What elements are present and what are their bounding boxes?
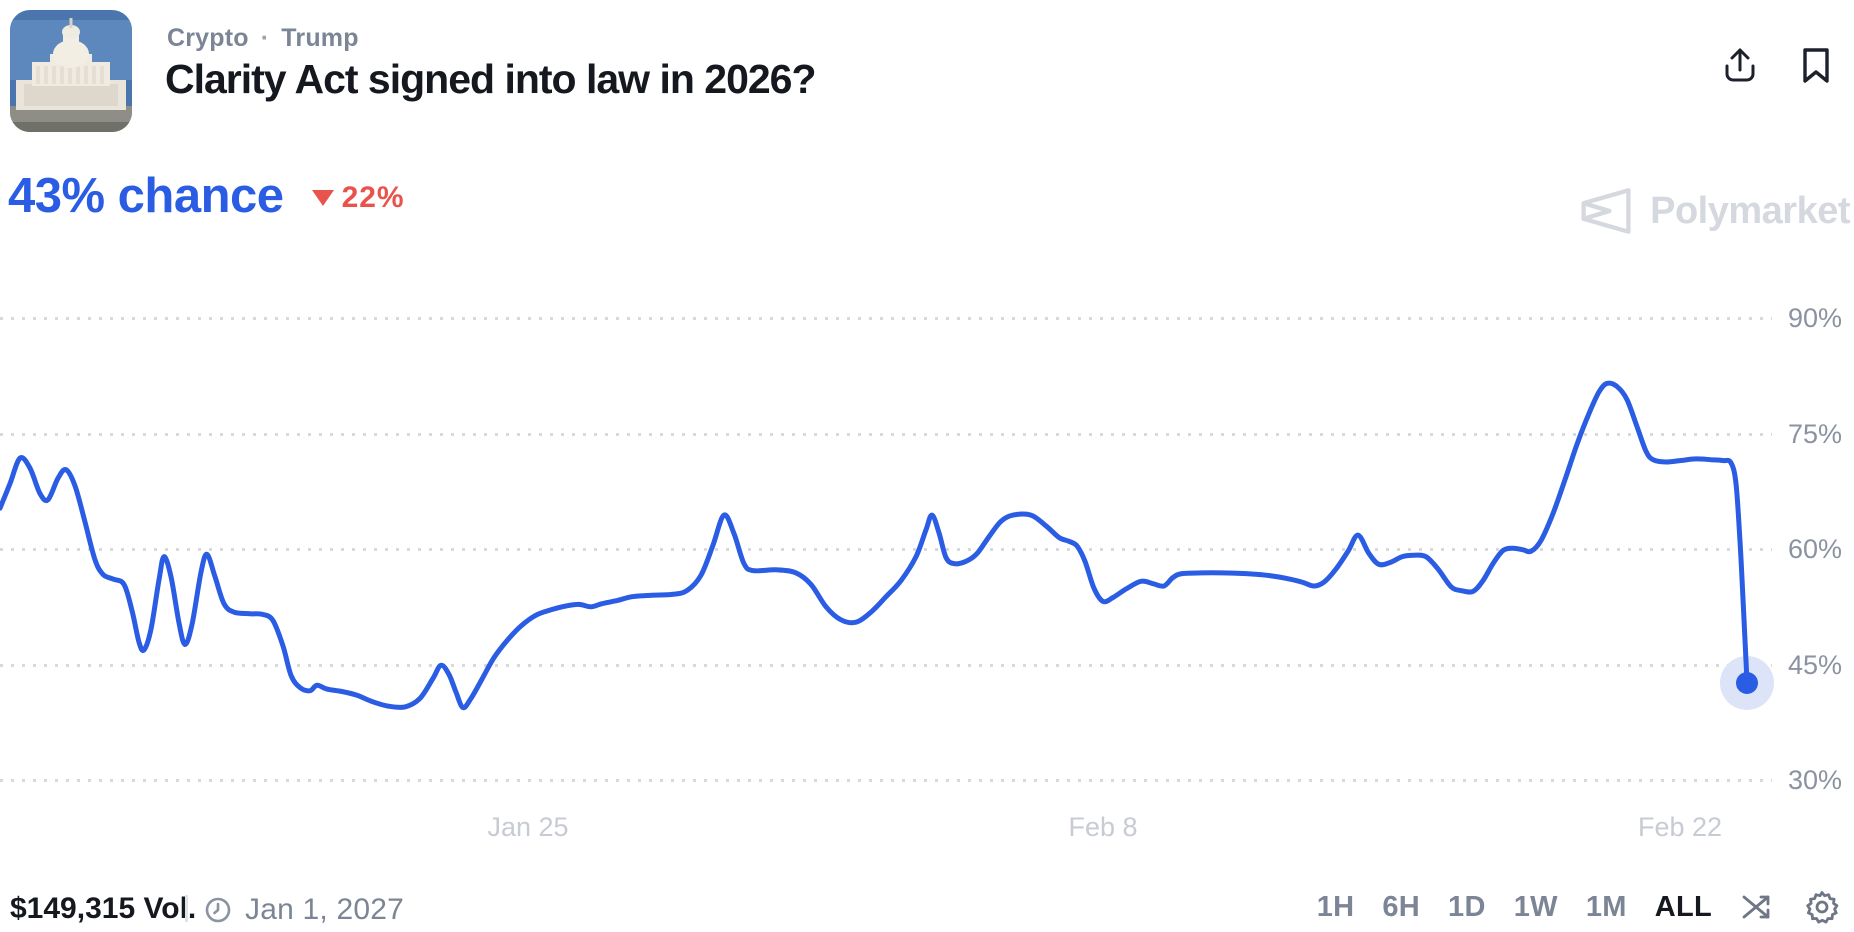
volume-label: $149,315 Vol. bbox=[10, 892, 197, 925]
range-button-1d[interactable]: 1D bbox=[1448, 890, 1486, 923]
chance-value: 43% chance bbox=[8, 169, 284, 223]
end-date-label: Jan 1, 2027 bbox=[245, 893, 404, 926]
range-button-all[interactable]: ALL bbox=[1654, 890, 1712, 923]
clock-icon bbox=[205, 897, 231, 923]
breadcrumb-separator: · bbox=[260, 24, 270, 52]
y-tick-30: 30% bbox=[1788, 765, 1843, 795]
crossing-arrows-icon bbox=[1742, 895, 1770, 919]
timescale-toolbar: 1H 6H 1D 1W 1M ALL bbox=[1317, 888, 1840, 926]
breadcrumb-item-trump[interactable]: Trump bbox=[281, 24, 359, 52]
x-tick-jan25: Jan 25 bbox=[487, 812, 569, 842]
range-button-1m[interactable]: 1M bbox=[1585, 890, 1627, 923]
gridline-75 bbox=[0, 433, 1772, 436]
gridline-60 bbox=[0, 548, 1772, 551]
settings-button[interactable] bbox=[1804, 889, 1840, 925]
range-button-6h[interactable]: 6H bbox=[1382, 890, 1421, 923]
bookmark-button[interactable] bbox=[1795, 44, 1837, 86]
y-tick-60: 60% bbox=[1788, 534, 1843, 564]
arrow-down-icon bbox=[311, 190, 334, 206]
gridline-90 bbox=[0, 317, 1772, 320]
polymarket-watermark: Polymarket bbox=[1578, 186, 1850, 236]
capitol-image bbox=[10, 10, 132, 132]
breadcrumb: Crypto · Trump bbox=[167, 24, 359, 53]
gridline-30 bbox=[0, 779, 1772, 782]
y-tick-90: 90% bbox=[1788, 303, 1843, 333]
compare-button[interactable] bbox=[1740, 889, 1776, 925]
x-tick-feb22: Feb 22 bbox=[1637, 812, 1723, 842]
x-tick-feb8: Feb 8 bbox=[1068, 812, 1138, 842]
polymarket-logo-icon bbox=[1581, 188, 1631, 234]
gridline-45 bbox=[0, 664, 1772, 667]
bookmark-icon bbox=[1803, 48, 1829, 83]
event-thumbnail bbox=[10, 10, 132, 132]
page-title: Clarity Act signed into law in 2026? bbox=[165, 56, 817, 102]
breadcrumb-item-crypto[interactable]: Crypto bbox=[167, 24, 249, 52]
range-button-1w[interactable]: 1W bbox=[1513, 890, 1558, 923]
endpoint-dot bbox=[1736, 671, 1758, 694]
price-line bbox=[0, 380, 1750, 711]
change-value: 22% bbox=[341, 181, 405, 214]
gear-icon bbox=[1806, 891, 1839, 924]
y-tick-45: 45% bbox=[1788, 650, 1843, 680]
chance-row: 43% chance 22% bbox=[8, 168, 405, 224]
y-tick-75: 75% bbox=[1788, 419, 1843, 449]
polymarket-wordmark: Polymarket bbox=[1650, 189, 1850, 232]
price-change: 22% bbox=[311, 181, 405, 215]
footer-divider bbox=[185, 895, 188, 922]
share-button[interactable] bbox=[1719, 44, 1761, 86]
range-button-1h[interactable]: 1H bbox=[1316, 890, 1355, 923]
share-upload-icon bbox=[1725, 48, 1755, 82]
